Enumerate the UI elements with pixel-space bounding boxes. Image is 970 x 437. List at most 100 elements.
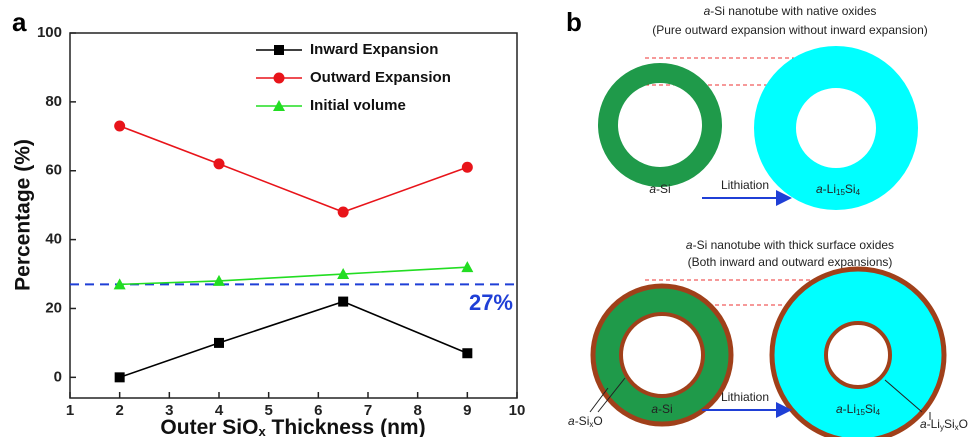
marker xyxy=(338,296,349,307)
oxide-ring xyxy=(619,312,705,398)
label-sub: 15 xyxy=(856,408,865,417)
marker xyxy=(213,274,225,286)
label-italic: a xyxy=(649,182,656,196)
oxide-ring xyxy=(590,283,734,427)
lisi-ring xyxy=(754,46,918,210)
marker xyxy=(114,372,125,383)
series-line xyxy=(119,125,468,213)
legend-label: Outward Expansion xyxy=(310,69,451,86)
label-sub: 4 xyxy=(856,188,861,197)
y-tick-label: 60 xyxy=(45,162,62,179)
x-tick-label: 2 xyxy=(115,402,123,419)
x-tick-label: 8 xyxy=(413,402,421,419)
x-tick-label: 4 xyxy=(215,402,224,419)
si-ring xyxy=(598,63,722,187)
x-tick-label: 5 xyxy=(264,402,272,419)
leader xyxy=(589,387,609,413)
x-axis-label: Outer SiOx Thickness (nm) xyxy=(160,416,425,437)
arrow-label: Lithiation xyxy=(721,390,769,404)
legend-marker xyxy=(274,45,284,55)
ring-label: a-Li15Si4 xyxy=(836,402,881,417)
x-tick-label: 3 xyxy=(165,402,173,419)
x-tick-label: 9 xyxy=(463,402,471,419)
marker xyxy=(337,268,350,280)
label-italic: a xyxy=(816,182,823,196)
y-axis-label: Percentage (%) xyxy=(12,139,35,291)
caption: a-Si nanotube with native oxides xyxy=(704,4,877,18)
label-text: -Si xyxy=(575,414,590,428)
oxide-label: a-LiySixO xyxy=(920,417,968,432)
leader xyxy=(597,377,626,413)
label-sub: x xyxy=(589,420,593,429)
label-text: -Li xyxy=(843,402,856,416)
label-sub: 4 xyxy=(876,408,881,417)
x-label-text: Thickness (nm) xyxy=(266,416,426,437)
marker xyxy=(462,348,473,359)
label-italic: a xyxy=(651,402,658,416)
arrow-label: Lithiation xyxy=(721,178,769,192)
caption: a-Si nanotube with thick surface oxides xyxy=(686,238,894,252)
ring-label: a-Si xyxy=(649,182,670,196)
caption-text: -Si nanotube with native oxides xyxy=(710,4,876,18)
oxide-ring xyxy=(769,266,947,437)
y-tick-label: 20 xyxy=(45,299,62,316)
legend-marker xyxy=(273,72,285,84)
label-text: Si xyxy=(944,417,955,431)
marker xyxy=(113,278,126,290)
label-text: -Li xyxy=(823,182,836,196)
marker xyxy=(461,161,473,173)
marker xyxy=(337,206,349,218)
ring-label: a-Si xyxy=(651,402,672,416)
diagram: b a-Si nanotube with native oxides (Pure… xyxy=(566,4,968,437)
y-tick-label: 100 xyxy=(37,24,62,41)
y-tick-label: 80 xyxy=(45,93,62,110)
y-tick-label: 40 xyxy=(45,231,62,248)
legend-label: Inward Expansion xyxy=(310,41,438,58)
label-sub: y xyxy=(940,423,944,432)
plot-frame xyxy=(69,32,518,399)
x-tick-label: 7 xyxy=(364,402,372,419)
caption-italic: a xyxy=(704,4,711,18)
panel-label: b xyxy=(566,7,582,37)
legend-label: Initial volume xyxy=(310,97,406,114)
marker xyxy=(214,337,224,348)
x-tick-label: 1 xyxy=(66,402,74,419)
caption-italic: a xyxy=(686,238,693,252)
y-tick-label: 0 xyxy=(54,368,62,385)
oxide-label: a-SixO xyxy=(568,414,603,429)
x-label-sub: x xyxy=(258,424,266,437)
marker xyxy=(213,158,225,170)
caption: (Pure outward expansion without inward e… xyxy=(652,23,928,37)
label-text: -Si xyxy=(656,182,671,196)
leader xyxy=(884,379,923,413)
legend-marker xyxy=(273,100,285,111)
caption-text: -Si nanotube with thick surface oxides xyxy=(693,238,894,252)
label-italic: a xyxy=(836,402,843,416)
lisi-ring xyxy=(773,270,943,437)
series-line xyxy=(119,300,468,379)
x-tick-label: 6 xyxy=(314,402,322,419)
x-label-text: Outer SiO xyxy=(160,416,258,437)
label-italic: a xyxy=(568,414,575,428)
label-text: -Li xyxy=(927,417,940,431)
ring-label: a-Li15Si4 xyxy=(816,182,861,197)
panel-label: a xyxy=(12,7,27,37)
oxide-ring xyxy=(824,321,892,389)
reference-label: 27% xyxy=(469,290,513,315)
marker xyxy=(461,261,474,273)
label-sub: x xyxy=(955,423,959,432)
x-tick-label: 10 xyxy=(509,402,526,419)
si-ring xyxy=(594,287,730,423)
marker xyxy=(114,120,126,132)
label-italic: a xyxy=(920,417,927,431)
label-text: O xyxy=(959,417,968,431)
label-text: Si xyxy=(845,182,856,196)
chart: a Percentage (%) Outer SiOx Thickness (n… xyxy=(12,7,526,437)
label-text: Si xyxy=(865,402,876,416)
caption: (Both inward and outward expansions) xyxy=(688,255,893,269)
label-text: -Si xyxy=(658,402,673,416)
label-sub: 15 xyxy=(836,188,845,197)
series-line xyxy=(119,266,468,286)
label-text: O xyxy=(593,414,602,428)
